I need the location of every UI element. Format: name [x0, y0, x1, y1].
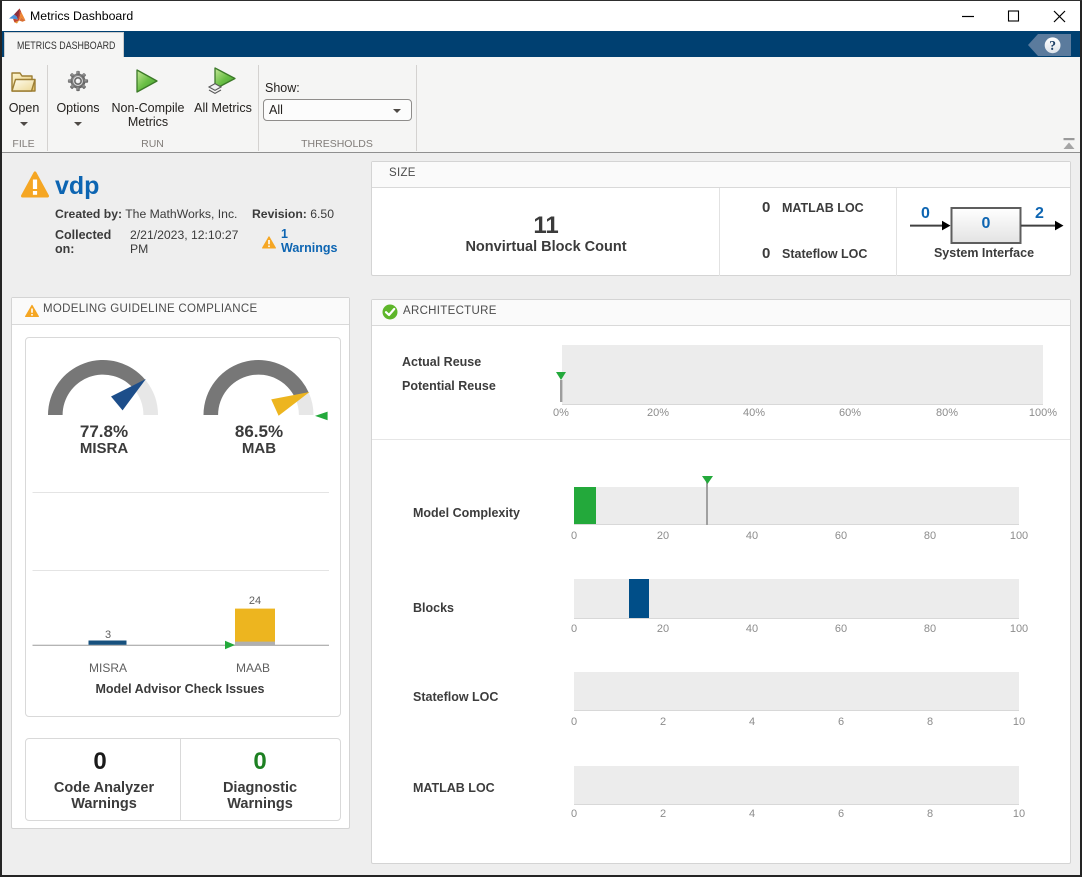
svg-text:?: ?: [1049, 38, 1056, 53]
